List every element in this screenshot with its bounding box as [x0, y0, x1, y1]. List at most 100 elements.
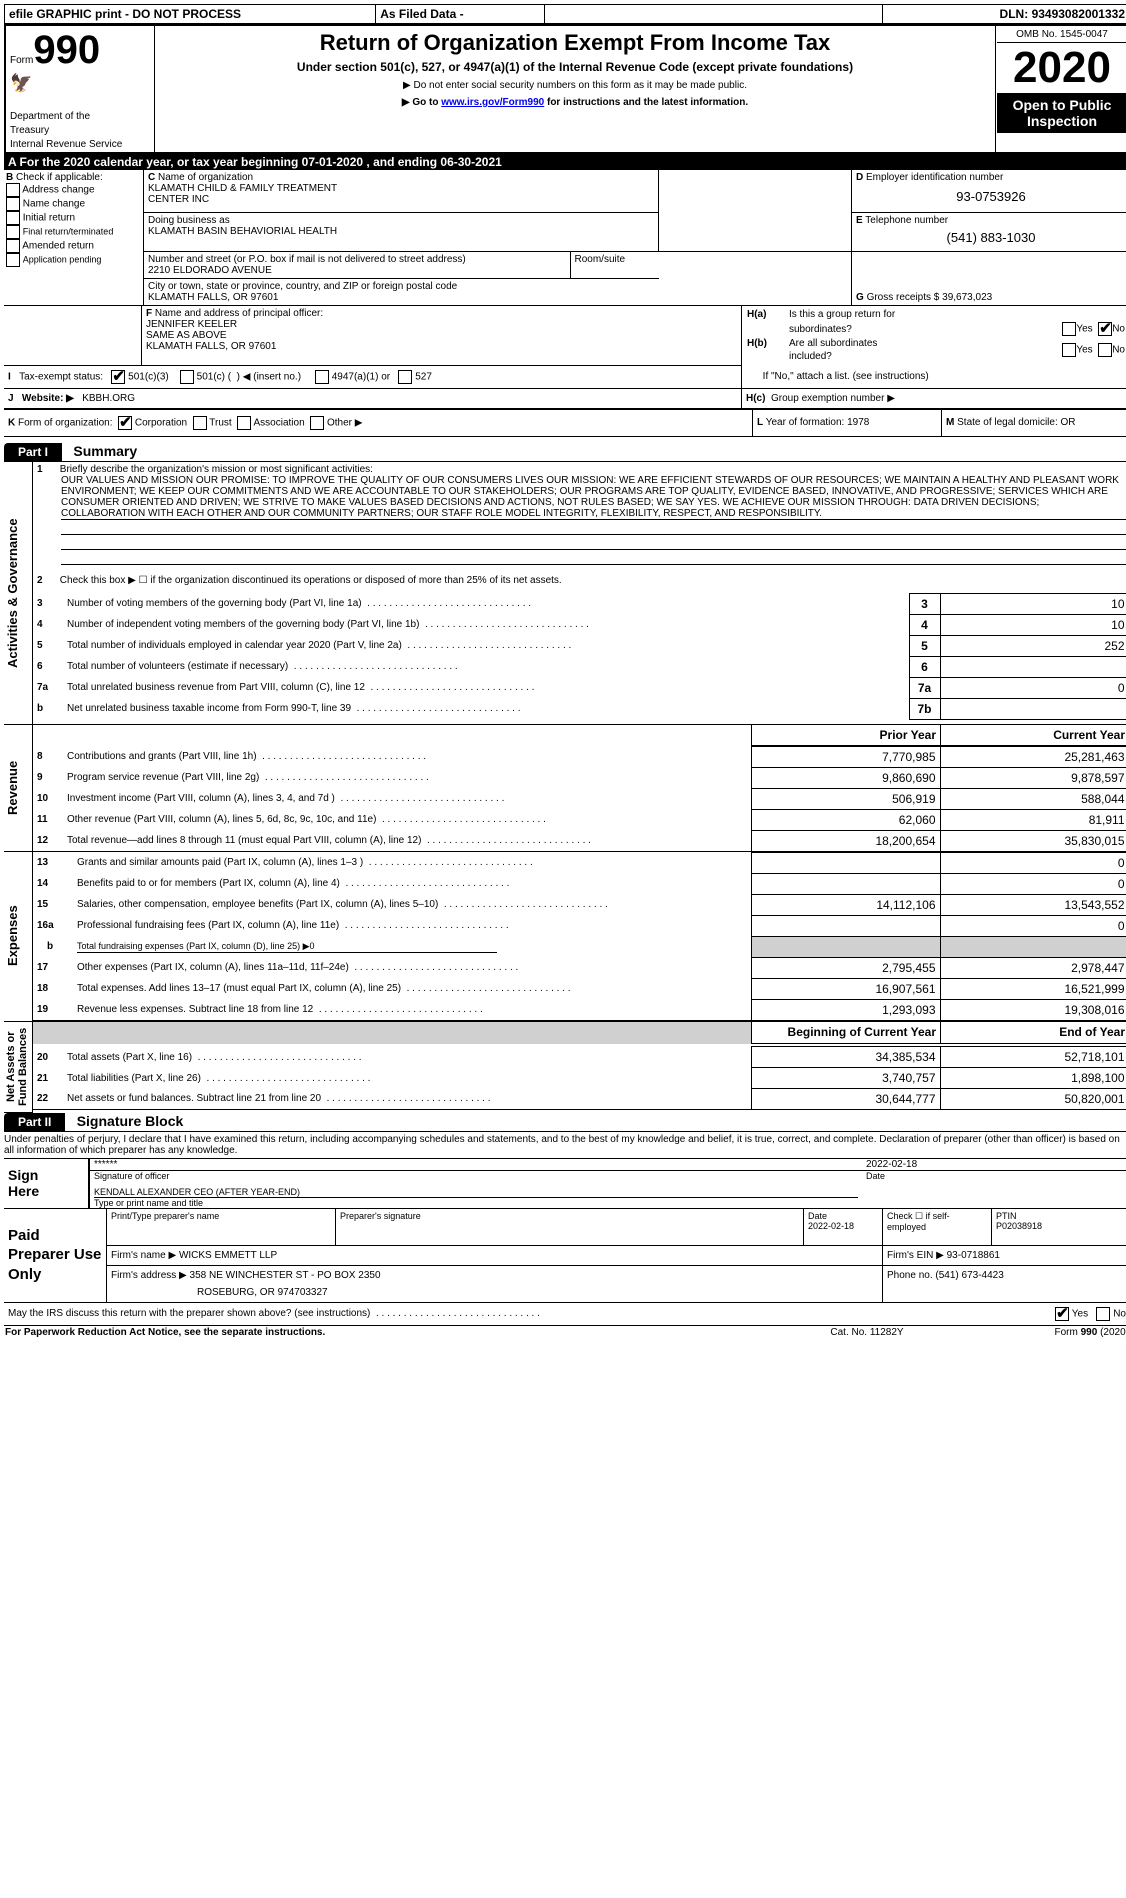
firm-ein: Firm's EIN ▶ 93-0718861: [883, 1245, 1126, 1265]
box-f: F Name and address of principal officer:…: [142, 306, 742, 365]
summary-row: 16aProfessional fundraising fees (Part I…: [33, 915, 1126, 936]
sig-officer-cell: ******: [89, 1159, 862, 1171]
summary-row: 7aTotal unrelated business revenue from …: [33, 677, 1126, 698]
ptin: PTINP02038918: [992, 1209, 1126, 1246]
checkbox-hb-yes[interactable]: [1062, 343, 1076, 357]
checkbox-trust[interactable]: [193, 416, 207, 430]
line-m: M State of legal domicile: OR: [942, 409, 1126, 436]
col-prior: Prior Year: [752, 724, 941, 745]
part2-header: Part II Signature Block: [4, 1113, 1126, 1131]
summary-row: 10Investment income (Part VIII, column (…: [33, 788, 1126, 809]
summary-row: bTotal fundraising expenses (Part IX, co…: [33, 936, 1126, 957]
form-number: 990: [33, 28, 100, 72]
summary-row: 18Total expenses. Add lines 13–17 (must …: [33, 978, 1126, 999]
checkbox-hb-no[interactable]: [1098, 343, 1112, 357]
checkbox-assoc[interactable]: [237, 416, 251, 430]
checkbox-address-change[interactable]: [6, 183, 20, 197]
f-h-block: F Name and address of principal officer:…: [4, 306, 1126, 409]
blank: [545, 5, 883, 24]
summary-row: bNet unrelated business taxable income f…: [33, 698, 1126, 719]
ag-rows: 3Number of voting members of the governi…: [33, 593, 1126, 720]
col-curr: Current Year: [941, 724, 1126, 745]
dept1: Department of the: [10, 111, 90, 122]
box-c-addr: Number and street (or P.O. box if mail i…: [144, 252, 571, 279]
summary-row: 14Benefits paid to or for members (Part …: [33, 873, 1126, 894]
line-l: L Year of formation: 1978: [753, 409, 942, 436]
checkbox-initial-return[interactable]: [6, 211, 20, 225]
open-public: Open to Public Inspection: [997, 93, 1126, 133]
box-c-city: City or town, state or province, country…: [144, 279, 659, 306]
checkbox-ha-no[interactable]: [1098, 322, 1112, 336]
irs-link[interactable]: www.irs.gov/Form990: [441, 97, 544, 108]
box-c-dba: Doing business as KLAMATH BASIN BEHAVIOR…: [144, 213, 659, 252]
box-d: D Employer identification number 93-0753…: [852, 170, 1126, 213]
prep-sig: Preparer's signature: [336, 1209, 804, 1246]
self-employed: Check ☐ if self-employed: [883, 1209, 992, 1246]
summary-row: 19Revenue less expenses. Subtract line 1…: [33, 999, 1126, 1020]
summary-row: 13Grants and similar amounts paid (Part …: [33, 852, 1126, 873]
footer: For Paperwork Reduction Act Notice, see …: [4, 1326, 1126, 1339]
checkbox-name-change[interactable]: [6, 197, 20, 211]
pra: For Paperwork Reduction Act Notice, see …: [4, 1326, 766, 1339]
dln: DLN: 93493082001332: [882, 5, 1126, 24]
summary-row: 17Other expenses (Part IX, column (A), l…: [33, 957, 1126, 978]
checkbox-discuss-no[interactable]: [1096, 1307, 1110, 1321]
side-ag: Activities & Governance: [4, 461, 33, 724]
box-e: E Telephone number (541) 883-1030: [852, 213, 1126, 252]
header-block: Form990 🦅 Department of the Treasury Int…: [4, 24, 1126, 154]
box-h-c: H(c) Group exemption number ▶: [742, 388, 1126, 408]
prep-name: Print/Type preparer's name: [107, 1209, 336, 1246]
checkbox-4947[interactable]: [315, 370, 329, 384]
box-b: B Check if applicable: Address change Na…: [4, 170, 144, 306]
firm-addr: Firm's address ▶ 358 NE WINCHESTER ST - …: [107, 1265, 883, 1302]
checkbox-501c3[interactable]: [111, 370, 125, 384]
box-h-ab: H(a) Is this a group return for subordin…: [742, 306, 1126, 365]
side-rev: Revenue: [4, 724, 33, 852]
summary-row: 12Total revenue—add lines 8 through 11 (…: [33, 830, 1126, 851]
note1: ▶ Do not enter social security numbers o…: [159, 80, 991, 91]
box-g: G Gross receipts $ 39,673,023: [852, 252, 1126, 306]
summary-row: 6Total number of volunteers (estimate if…: [33, 656, 1126, 677]
col-boy: Beginning of Current Year: [752, 1021, 941, 1044]
checkbox-application-pending[interactable]: [6, 253, 20, 267]
line1: 1 Briefly describe the organization's mi…: [33, 461, 1126, 573]
dept2: Treasury: [10, 125, 49, 136]
summary-row: 4Number of independent voting members of…: [33, 614, 1126, 635]
part1-body: Activities & Governance 1 Briefly descri…: [4, 461, 1126, 1113]
checkbox-501c[interactable]: [180, 370, 194, 384]
box-c-name: C Name of organization KLAMATH CHILD & F…: [144, 170, 659, 213]
eagle-icon: 🦅: [10, 73, 32, 93]
checkbox-527[interactable]: [398, 370, 412, 384]
summary-row: 8Contributions and grants (Part VIII, li…: [33, 746, 1126, 767]
efile-notice: efile GRAPHIC print - DO NOT PROCESS: [5, 5, 376, 24]
sign-here: Sign Here: [4, 1159, 72, 1209]
omb: OMB No. 1545-0047: [997, 27, 1126, 43]
summary-row: 20Total assets (Part X, line 16) 34,385,…: [33, 1047, 1126, 1068]
checkbox-ha-yes[interactable]: [1062, 322, 1076, 336]
summary-row: 3Number of voting members of the governi…: [33, 593, 1126, 614]
line-k: K Form of organization: Corporation Trus…: [4, 409, 753, 436]
arrow-icon: [72, 1159, 89, 1209]
summary-row: 15Salaries, other compensation, employee…: [33, 894, 1126, 915]
summary-row: 11Other revenue (Part VIII, column (A), …: [33, 809, 1126, 830]
form-title: Return of Organization Exempt From Incom…: [159, 30, 991, 56]
col-eoy: End of Year: [941, 1021, 1126, 1044]
checkbox-discuss-yes[interactable]: [1055, 1307, 1069, 1321]
part1-header: Part I Summary: [4, 443, 1126, 461]
summary-row: 21Total liabilities (Part X, line 26) 3,…: [33, 1068, 1126, 1089]
summary-row: 9Program service revenue (Part VIII, lin…: [33, 767, 1126, 788]
firm-name: Firm's name ▶ WICKS EMMETT LLP: [107, 1245, 883, 1265]
firm-phone: Phone no. (541) 673-4423: [883, 1265, 1126, 1302]
checkbox-other[interactable]: [310, 416, 324, 430]
top-bar: efile GRAPHIC print - DO NOT PROCESS As …: [4, 4, 1126, 24]
checkbox-corp[interactable]: [118, 416, 132, 430]
declaration: Under penalties of perjury, I declare th…: [4, 1131, 1126, 1159]
checkbox-final-return[interactable]: [6, 225, 20, 239]
checkbox-amended-return[interactable]: [6, 239, 20, 253]
note2: ▶ Go to www.irs.gov/Form990 for instruct…: [159, 97, 991, 108]
tax-year: 2020: [997, 43, 1126, 93]
prep-date: Date2022-02-18: [804, 1209, 883, 1246]
irs: Internal Revenue Service: [10, 139, 122, 150]
spacer: [659, 170, 852, 252]
entity-block: B Check if applicable: Address change Na…: [4, 170, 1126, 306]
